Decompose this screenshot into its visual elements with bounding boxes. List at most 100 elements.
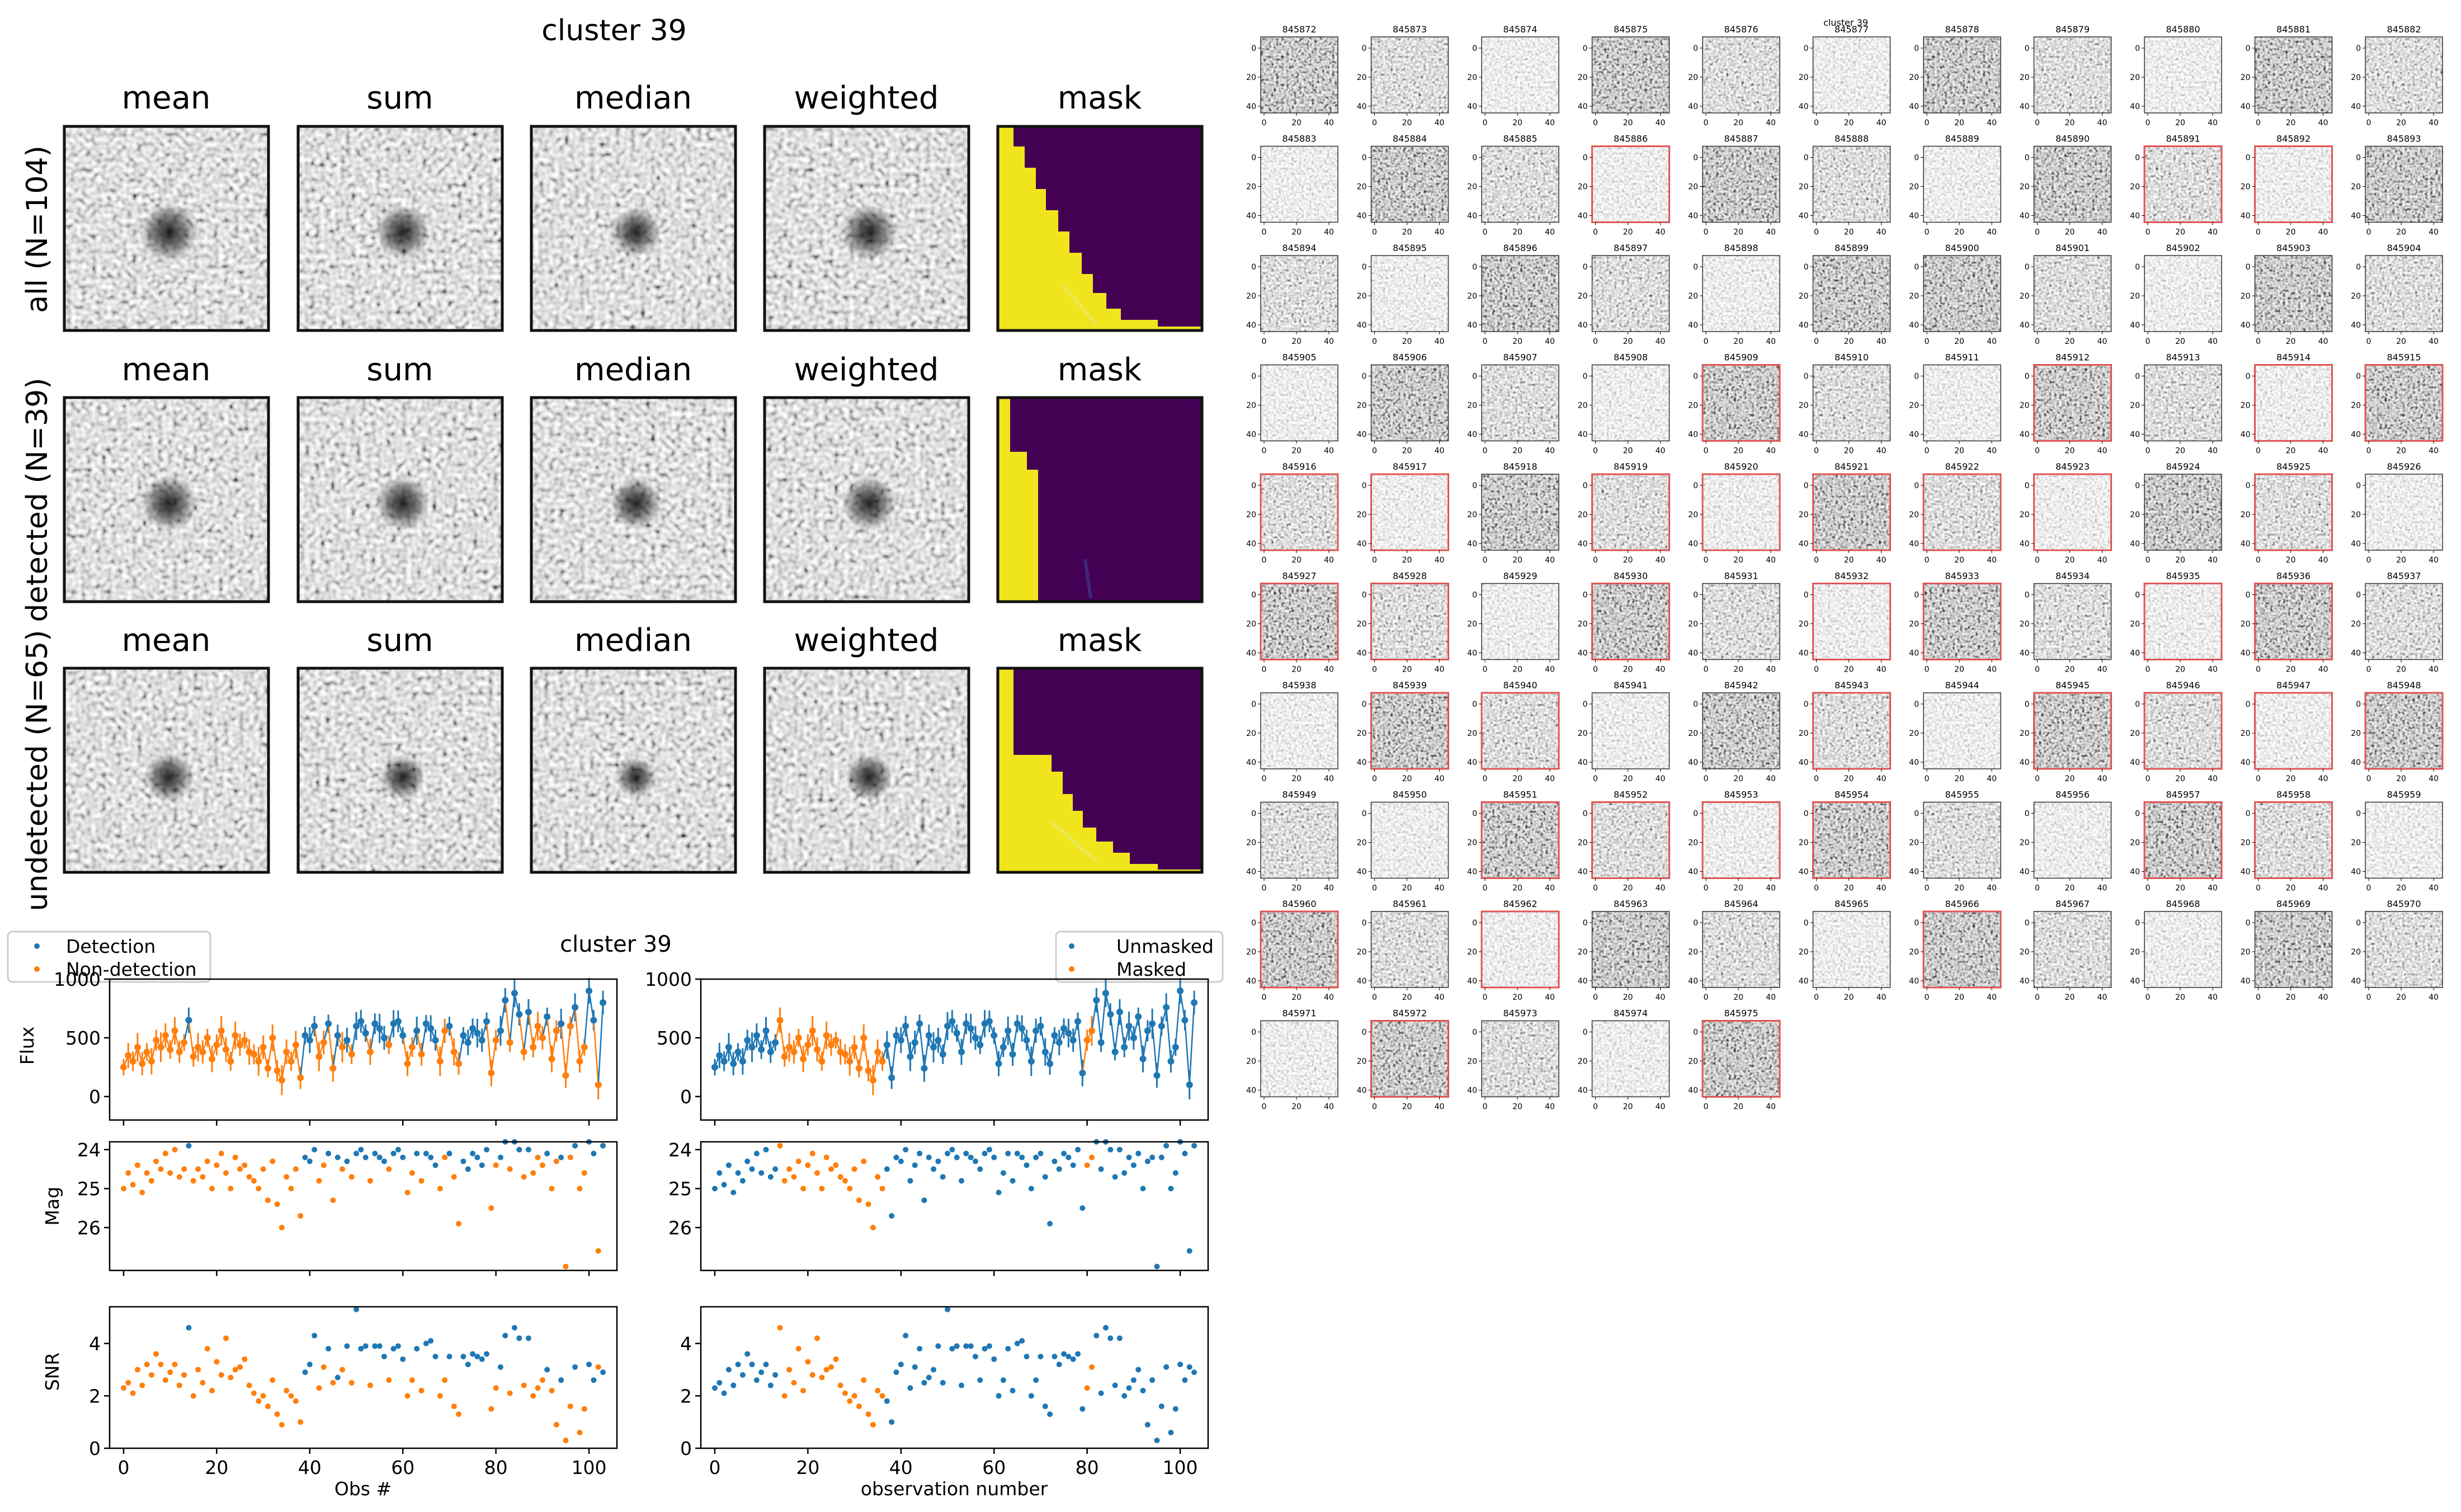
cutout-label: 845941 [1614, 680, 1648, 691]
mag-point [1000, 1170, 1006, 1176]
cutout-ytick-label: 0 [1251, 154, 1256, 163]
cutout-ytick-label: 20 [1467, 73, 1477, 82]
flux-segment [272, 1037, 278, 1071]
cutout-label: 845923 [2055, 461, 2090, 472]
flux-segment [369, 1023, 376, 1052]
mag-point [228, 1185, 234, 1192]
cutout-image [2255, 802, 2332, 878]
ytick-label: 4 [680, 1333, 692, 1355]
cutout-xtick-label: 0 [2035, 993, 2040, 1002]
cutout-xtick-label: 20 [2175, 884, 2185, 893]
mag-point [456, 1221, 462, 1227]
cutout-ytick-label: 40 [1799, 868, 1809, 877]
cutout-xtick-label: 20 [1733, 556, 1743, 565]
cutout-xtick-label: 20 [1623, 884, 1633, 893]
cutout-ytick-label: 0 [2356, 481, 2361, 490]
cutout-label: 845974 [1614, 1008, 1648, 1019]
mag-point [1088, 1154, 1095, 1160]
col-header-median: median [574, 352, 692, 388]
snr-point [563, 1437, 569, 1443]
cutout-ytick-label: 40 [1799, 102, 1809, 111]
cutout-frame [1591, 145, 1670, 223]
snr-point [711, 1385, 718, 1391]
snr-point [1061, 1351, 1067, 1357]
flux-point [185, 1017, 192, 1024]
cutout-xtick-label: 20 [1844, 337, 1854, 346]
flux-segment [1175, 990, 1181, 1047]
mag-point [428, 1154, 434, 1160]
cutout-ytick-label: 20 [2020, 292, 2030, 301]
cutout-ytick-label: 20 [1909, 620, 1919, 629]
cutout-ytick-label: 40 [2351, 212, 2361, 221]
panel-frame [109, 1141, 618, 1272]
cutout-xtick-label: 40 [2208, 337, 2218, 346]
cutout-xtick-label: 20 [2286, 337, 2296, 346]
snr-point [326, 1345, 332, 1352]
cutout-xtick-label: 40 [2208, 447, 2218, 456]
snr-point [395, 1343, 401, 1349]
cutout-ytick-label: 0 [1804, 810, 1809, 819]
cutout-frame [1812, 364, 1891, 442]
snr-point [158, 1362, 164, 1368]
cutout-ytick-label: 0 [2135, 44, 2140, 53]
cutout-label: 845917 [1393, 461, 1427, 472]
cutout-label: 845910 [1835, 352, 1869, 363]
cutout-xtick-label: 0 [2146, 993, 2151, 1002]
cutout-xtick-label: 20 [1733, 665, 1743, 674]
cutout-frame [1260, 910, 1339, 989]
cutout-label: 845900 [1945, 243, 1979, 253]
cutout-image [2034, 365, 2111, 441]
cutout-image [1371, 583, 1449, 660]
cutout-frame [1370, 255, 1449, 332]
mag-point [479, 1162, 485, 1168]
cutout-image [1703, 583, 1780, 660]
cutout-frame [2033, 145, 2112, 223]
legend-label-masked: Masked [1116, 958, 1186, 980]
cutout-ytick-label: 20 [1909, 183, 1919, 192]
cutout-ytick-label: 20 [1357, 839, 1367, 848]
snr-point [739, 1372, 746, 1378]
cutout-xtick-label: 0 [1704, 665, 1709, 674]
flux-segment [435, 1040, 441, 1062]
cutout-image [1592, 365, 1670, 441]
cutout-ytick-label: 20 [1799, 511, 1809, 519]
cutout-ytick-label: 0 [1362, 372, 1367, 381]
mag-point [367, 1178, 373, 1184]
flux-point [1158, 1023, 1165, 1029]
snr-point [1000, 1377, 1006, 1383]
flux-point [539, 1034, 546, 1041]
flux-segment [979, 1023, 986, 1045]
flux-point [516, 1011, 523, 1018]
cutout-label: 845948 [2387, 680, 2421, 691]
xtick-label: 80 [1076, 1457, 1099, 1478]
cutout-label: 845872 [1282, 24, 1316, 35]
cutout-ytick-label: 0 [1693, 154, 1698, 163]
cutout-xtick-label: 0 [1593, 337, 1598, 346]
cutout-ytick-label: 0 [2356, 44, 2361, 53]
cutout-ytick-label: 0 [1251, 372, 1256, 381]
snr-point [996, 1393, 1002, 1399]
cutout-xtick-label: 40 [1545, 1103, 1555, 1112]
cutout-image [2255, 365, 2332, 441]
snr-point [214, 1359, 220, 1365]
mag-point [400, 1154, 406, 1160]
flux-segment [327, 1023, 334, 1069]
cutout-ytick-label: 40 [2241, 868, 2251, 877]
legend-box [1055, 930, 1224, 983]
snr-point [228, 1374, 234, 1381]
cutout-image [1923, 37, 2001, 113]
cutout-xtick-label: 0 [1925, 993, 1930, 1002]
mag-point [395, 1146, 401, 1152]
flux-point [814, 1046, 821, 1053]
snr-point [153, 1351, 159, 1357]
flux-segment [1110, 1014, 1116, 1052]
cutout-frame [1260, 801, 1338, 879]
flux-point [1083, 1037, 1091, 1044]
cutout-xtick-label: 40 [1656, 665, 1666, 674]
cutout-frame [1370, 36, 1449, 114]
flux-point [278, 1076, 285, 1084]
cutout-ytick-label: 0 [2246, 481, 2251, 490]
flux-point [1023, 1037, 1030, 1044]
